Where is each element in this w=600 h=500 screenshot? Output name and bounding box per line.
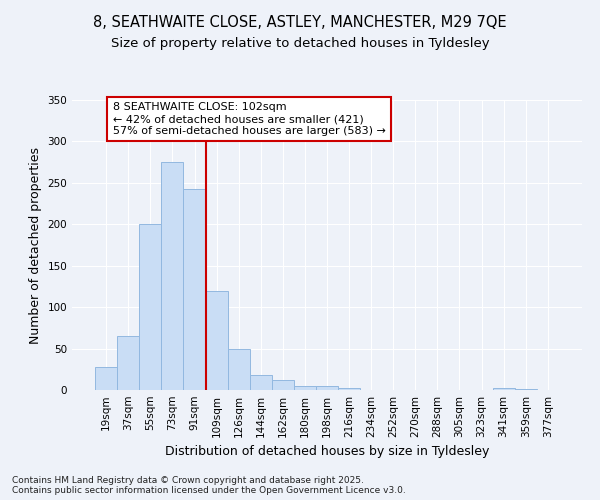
Text: Size of property relative to detached houses in Tyldesley: Size of property relative to detached ho… <box>110 38 490 51</box>
Bar <box>515 389 537 390</box>
Bar <box>338 388 360 390</box>
Bar <box>227 348 250 390</box>
Bar <box>95 367 117 390</box>
Bar <box>250 375 272 390</box>
Bar <box>493 388 515 390</box>
Bar <box>272 380 294 390</box>
Bar <box>184 190 206 390</box>
Bar <box>117 336 139 390</box>
X-axis label: Distribution of detached houses by size in Tyldesley: Distribution of detached houses by size … <box>165 446 489 458</box>
Bar <box>294 386 316 390</box>
Y-axis label: Number of detached properties: Number of detached properties <box>29 146 42 344</box>
Text: 8, SEATHWAITE CLOSE, ASTLEY, MANCHESTER, M29 7QE: 8, SEATHWAITE CLOSE, ASTLEY, MANCHESTER,… <box>93 15 507 30</box>
Bar <box>161 162 184 390</box>
Bar <box>139 224 161 390</box>
Bar <box>316 386 338 390</box>
Text: Contains HM Land Registry data © Crown copyright and database right 2025.
Contai: Contains HM Land Registry data © Crown c… <box>12 476 406 495</box>
Bar <box>206 290 227 390</box>
Text: 8 SEATHWAITE CLOSE: 102sqm
← 42% of detached houses are smaller (421)
57% of sem: 8 SEATHWAITE CLOSE: 102sqm ← 42% of deta… <box>113 102 386 136</box>
